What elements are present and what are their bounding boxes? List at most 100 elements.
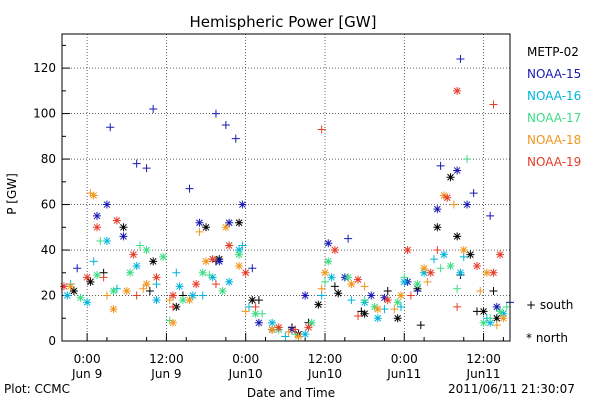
north-point	[274, 323, 283, 332]
north-point	[354, 275, 363, 284]
north-point	[66, 282, 75, 291]
north-point	[472, 261, 481, 270]
x-tick-date-label: Jun11	[386, 367, 421, 381]
north-point	[324, 257, 333, 266]
north-point	[235, 218, 244, 227]
north-point	[83, 273, 92, 282]
north-point	[370, 302, 379, 311]
north-point	[221, 223, 230, 232]
north-point	[446, 173, 455, 182]
south-point	[73, 264, 82, 273]
north-point	[383, 296, 392, 305]
north-point	[466, 250, 475, 259]
north-point	[149, 257, 158, 266]
south-point	[251, 302, 260, 311]
south-point	[383, 286, 392, 295]
north-point	[396, 291, 405, 300]
legend-item: METP-02	[527, 45, 579, 59]
south-point	[149, 105, 158, 114]
north-point	[102, 236, 111, 245]
x-tick-time-label: 0:00	[74, 352, 101, 366]
north-point	[301, 330, 310, 339]
north-point	[334, 289, 343, 298]
north-point	[122, 286, 131, 295]
north-point	[301, 291, 310, 300]
x-tick-time-label: 12:00	[308, 352, 343, 366]
south-point	[165, 296, 174, 305]
north-point	[489, 268, 498, 277]
north-point	[112, 216, 121, 225]
x-tick-date-label: Jun10	[228, 367, 263, 381]
south-point	[433, 246, 442, 255]
south-point	[139, 284, 148, 293]
north-point	[169, 318, 178, 327]
legend-item: NOAA-19	[527, 155, 582, 169]
north-point	[119, 223, 128, 232]
north-point	[380, 293, 389, 302]
north-point	[446, 261, 455, 270]
south-point	[89, 257, 98, 266]
x-tick-date-label: Jun 9	[150, 367, 181, 381]
north-point	[479, 318, 488, 327]
x-tick-time-label: 12:00	[466, 352, 501, 366]
north-point	[178, 296, 187, 305]
north-point	[268, 325, 277, 334]
y-tick-label: 20	[41, 289, 56, 303]
south-point	[241, 307, 250, 316]
data-points	[59, 55, 514, 341]
north-point	[459, 246, 468, 255]
north-point	[420, 268, 429, 277]
north-point	[69, 286, 78, 295]
north-point	[89, 191, 98, 200]
south-point	[360, 296, 369, 305]
north-point	[208, 273, 217, 282]
south-point	[96, 236, 105, 245]
north-point	[393, 298, 402, 307]
north-point	[235, 250, 244, 259]
north-point	[248, 296, 257, 305]
legend-item: NOAA-16	[527, 89, 582, 103]
plot-credit: Plot: CCMC	[4, 382, 70, 396]
north-point	[403, 246, 412, 255]
south-point	[344, 234, 353, 243]
south-point	[152, 280, 161, 289]
south-point	[347, 296, 356, 305]
south-point	[106, 123, 115, 132]
south-point	[502, 302, 511, 311]
north-point	[344, 273, 353, 282]
south-point	[132, 159, 141, 168]
north-point	[373, 314, 382, 323]
north-point	[159, 252, 168, 261]
north-point	[304, 323, 313, 332]
y-tick-label: 120	[33, 61, 56, 75]
south-point	[169, 302, 178, 311]
south-point	[317, 125, 326, 134]
north-point	[439, 191, 448, 200]
north-point	[324, 239, 333, 248]
south-point	[211, 280, 220, 289]
south-marker-key: + south	[526, 298, 574, 312]
north-point	[63, 291, 72, 300]
south-point	[453, 302, 462, 311]
south-point	[238, 241, 247, 250]
north-point	[59, 282, 68, 291]
south-point	[489, 100, 498, 109]
north-point	[241, 268, 250, 277]
south-point	[145, 286, 154, 295]
north-point	[225, 218, 234, 227]
north-point	[453, 166, 462, 175]
south-point	[413, 286, 422, 295]
north-point	[83, 298, 92, 307]
north-point	[433, 205, 442, 214]
south-point	[486, 211, 495, 220]
north-point	[251, 309, 260, 318]
south-point	[492, 321, 501, 330]
north-point	[393, 314, 402, 323]
north-point	[142, 280, 151, 289]
north-point	[235, 246, 244, 255]
north-point	[443, 193, 452, 202]
x-tick-time-label: 0:00	[232, 352, 259, 366]
y-tick-label: 100	[33, 107, 56, 121]
south-point	[135, 241, 144, 250]
north-point	[413, 280, 422, 289]
